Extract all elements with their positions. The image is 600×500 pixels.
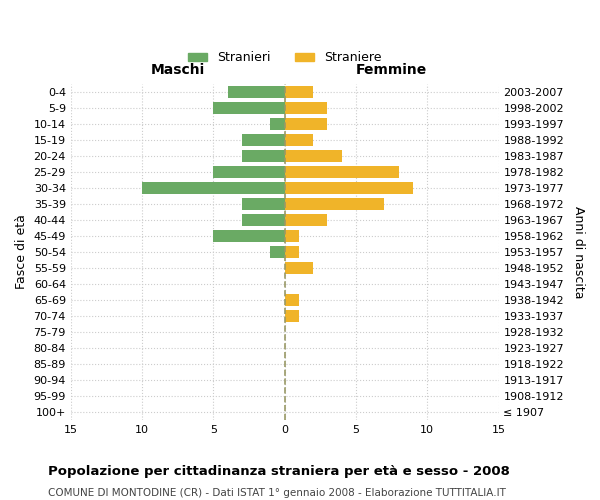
Y-axis label: Fasce di età: Fasce di età bbox=[15, 214, 28, 290]
Bar bbox=[284, 262, 313, 274]
Bar bbox=[284, 118, 328, 130]
Bar bbox=[242, 134, 284, 146]
Bar bbox=[284, 86, 313, 98]
Y-axis label: Anni di nascita: Anni di nascita bbox=[572, 206, 585, 298]
Legend: Stranieri, Straniere: Stranieri, Straniere bbox=[183, 46, 386, 70]
Bar bbox=[271, 118, 284, 130]
Bar bbox=[284, 310, 299, 322]
Bar bbox=[284, 246, 299, 258]
Text: Maschi: Maschi bbox=[151, 64, 205, 78]
Bar bbox=[284, 134, 313, 146]
Text: Femmine: Femmine bbox=[356, 64, 427, 78]
Bar bbox=[214, 230, 284, 242]
Bar bbox=[284, 198, 385, 210]
Bar bbox=[284, 166, 399, 178]
Bar bbox=[142, 182, 284, 194]
Bar bbox=[214, 166, 284, 178]
Text: COMUNE DI MONTODINE (CR) - Dati ISTAT 1° gennaio 2008 - Elaborazione TUTTITALIA.: COMUNE DI MONTODINE (CR) - Dati ISTAT 1°… bbox=[48, 488, 506, 498]
Bar bbox=[242, 214, 284, 226]
Bar bbox=[242, 198, 284, 210]
Bar bbox=[284, 182, 413, 194]
Text: Popolazione per cittadinanza straniera per età e sesso - 2008: Popolazione per cittadinanza straniera p… bbox=[48, 465, 510, 478]
Bar bbox=[284, 102, 328, 114]
Bar bbox=[214, 102, 284, 114]
Bar bbox=[242, 150, 284, 162]
Bar bbox=[284, 294, 299, 306]
Bar bbox=[271, 246, 284, 258]
Bar bbox=[284, 230, 299, 242]
Bar bbox=[284, 214, 328, 226]
Bar bbox=[284, 150, 342, 162]
Bar bbox=[227, 86, 284, 98]
